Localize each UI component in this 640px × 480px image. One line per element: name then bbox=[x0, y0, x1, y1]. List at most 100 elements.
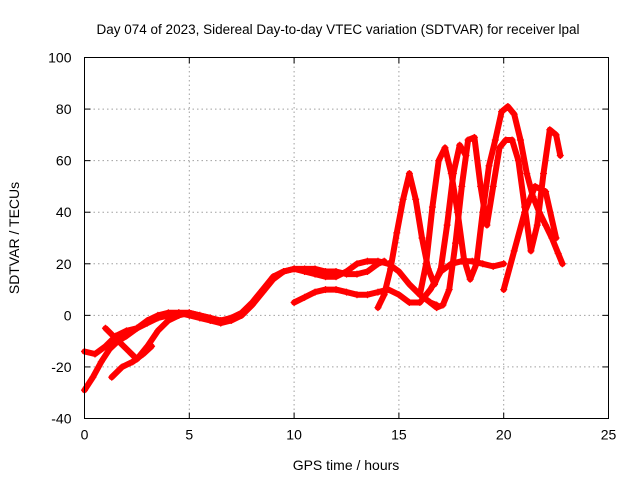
data-point bbox=[441, 144, 449, 152]
data-point bbox=[206, 314, 214, 322]
data-point bbox=[433, 304, 441, 312]
data-point bbox=[139, 350, 147, 358]
y-tick-label: 60 bbox=[56, 153, 72, 169]
series-satellite-track-4 bbox=[108, 342, 156, 381]
data-point bbox=[558, 260, 566, 268]
data-point bbox=[248, 298, 256, 306]
x-tick-label: 5 bbox=[185, 427, 193, 443]
y-tick-label: 40 bbox=[56, 204, 72, 220]
data-point bbox=[133, 324, 141, 332]
series-line bbox=[500, 183, 560, 293]
data-point bbox=[428, 203, 436, 211]
data-point bbox=[380, 291, 388, 299]
data-point bbox=[395, 291, 403, 299]
data-point bbox=[353, 291, 361, 299]
data-point bbox=[217, 317, 225, 325]
series-satellite-track-9 bbox=[500, 182, 560, 294]
data-point bbox=[311, 288, 319, 296]
data-point bbox=[118, 363, 126, 371]
data-point bbox=[227, 314, 235, 322]
data-point bbox=[510, 110, 518, 118]
data-point bbox=[175, 311, 183, 319]
data-point bbox=[556, 151, 564, 159]
data-point bbox=[363, 257, 371, 265]
data-point bbox=[353, 260, 361, 268]
data-point bbox=[332, 268, 340, 276]
data-point bbox=[443, 221, 451, 229]
plot-frame bbox=[84, 57, 609, 419]
data-point bbox=[502, 136, 510, 144]
data-point bbox=[405, 280, 413, 288]
data-point bbox=[437, 265, 445, 273]
data-point bbox=[456, 141, 464, 149]
data-point bbox=[363, 291, 371, 299]
data-point bbox=[395, 268, 403, 276]
data-point bbox=[416, 291, 424, 299]
data-point bbox=[101, 324, 109, 332]
data-point bbox=[460, 255, 468, 263]
data-point bbox=[393, 229, 401, 237]
data-point bbox=[508, 136, 516, 144]
data-point bbox=[514, 157, 522, 165]
data-point bbox=[196, 311, 204, 319]
data-point bbox=[374, 260, 382, 268]
data-point bbox=[531, 182, 539, 190]
data-point bbox=[122, 345, 130, 353]
data-point bbox=[435, 157, 443, 165]
y-axis-label: SDTVAR / TECUs bbox=[6, 182, 22, 294]
data-point bbox=[380, 257, 388, 265]
data-point bbox=[422, 260, 430, 268]
data-point bbox=[322, 286, 330, 294]
data-point bbox=[426, 298, 434, 306]
x-tick-label: 25 bbox=[601, 427, 617, 443]
data-point bbox=[464, 136, 472, 144]
data-point bbox=[108, 373, 116, 381]
data-point bbox=[496, 144, 504, 152]
data-point bbox=[498, 108, 506, 116]
data-point bbox=[148, 342, 156, 350]
series-satellite-track-3 bbox=[101, 309, 214, 363]
data-point bbox=[290, 265, 298, 273]
data-point bbox=[489, 182, 497, 190]
data-point bbox=[387, 265, 395, 273]
series-satellite-track-8 bbox=[426, 126, 564, 312]
data-point bbox=[546, 126, 554, 134]
data-point bbox=[458, 182, 466, 190]
data-point bbox=[238, 309, 246, 317]
data-point bbox=[280, 268, 288, 276]
y-tick-label: 100 bbox=[48, 50, 72, 66]
data-point bbox=[472, 260, 480, 268]
data-point bbox=[416, 298, 424, 306]
data-point bbox=[477, 182, 485, 190]
data-point bbox=[129, 358, 137, 366]
data-point bbox=[343, 270, 350, 278]
data-point bbox=[447, 170, 455, 178]
y-tick-label: -40 bbox=[51, 411, 71, 427]
data-point bbox=[470, 133, 478, 141]
data-point bbox=[523, 170, 531, 178]
data-point bbox=[164, 317, 172, 325]
data-point bbox=[97, 358, 105, 366]
data-point bbox=[374, 288, 382, 296]
data-point bbox=[504, 102, 512, 110]
data-point bbox=[483, 221, 491, 229]
data-point bbox=[399, 195, 407, 203]
data-point bbox=[353, 270, 361, 278]
y-tick-label: 80 bbox=[56, 101, 72, 117]
data-point bbox=[533, 221, 541, 229]
data-point bbox=[101, 342, 109, 350]
data-point bbox=[106, 345, 114, 353]
data-point bbox=[552, 131, 560, 139]
data-point bbox=[500, 260, 508, 268]
data-point bbox=[431, 280, 439, 288]
data-point bbox=[527, 247, 535, 255]
data-point bbox=[554, 249, 562, 257]
data-point bbox=[363, 268, 371, 276]
series-line bbox=[81, 258, 388, 357]
data-point bbox=[510, 247, 518, 255]
series-line bbox=[427, 126, 564, 311]
data-point bbox=[154, 327, 162, 335]
data-point bbox=[311, 265, 319, 273]
data-point bbox=[290, 298, 298, 306]
